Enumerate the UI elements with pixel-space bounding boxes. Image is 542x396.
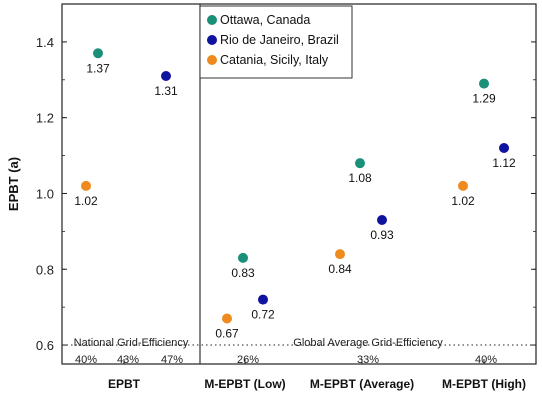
legend: Ottawa, Canada Rio de Janeiro, Brazil Cata…: [199, 5, 353, 79]
data-label: 1.08: [348, 171, 372, 185]
data-point: [355, 158, 365, 169]
y-axis-label: EPBT (a): [6, 157, 21, 211]
efficiency-value: 40%: [475, 354, 497, 366]
x-category-label: M-EPBT (Average): [310, 377, 414, 391]
data-label: 0.83: [231, 266, 255, 280]
labels-layer: 1.37 0.83 1.08 1.29 1.31 0.72 0.93 1.12 1.02 0.67…: [74, 61, 516, 340]
x-category-label: M-EPBT (Low): [204, 377, 285, 391]
region-label-global: Global Average Grid-Efficiency: [293, 337, 443, 349]
legend-entry: Ottawa, Canada: [220, 13, 310, 27]
data-label: 0.72: [251, 308, 275, 322]
data-point: [222, 313, 232, 324]
efficiency-value: 26%: [237, 354, 259, 366]
efficiency-value: 43%: [117, 354, 139, 366]
points-layer: [81, 48, 509, 324]
data-label: 1.37: [86, 61, 110, 75]
x-category-label: EPBT: [108, 377, 141, 391]
legend-marker: [207, 15, 217, 25]
data-point: [499, 143, 509, 153]
legend-entry: Rio de Janeiro, Brazil: [220, 33, 339, 47]
efficiency-value: 33%: [357, 354, 379, 366]
data-point: [479, 78, 489, 89]
y-tick-label: 0.6: [36, 338, 54, 353]
legend-marker: [207, 55, 217, 65]
y-tick-label: 1.4: [36, 35, 54, 50]
legend-entry: Catania, Sicily, Italy: [220, 53, 329, 67]
efficiency-value: 47%: [161, 354, 183, 366]
legend-box: [199, 5, 353, 79]
data-point: [335, 249, 345, 260]
y-tick-label: 1.0: [36, 186, 54, 201]
data-point: [238, 252, 248, 263]
legend-marker: [207, 35, 217, 45]
data-label: 1.02: [74, 194, 98, 208]
region-label-national: National Grid-Efficiency: [74, 337, 189, 349]
data-label: 0.93: [370, 228, 394, 242]
plot-frame: [61, 3, 537, 365]
x-category-label: M-EPBT (High): [442, 377, 526, 391]
data-point: [458, 180, 468, 191]
data-point: [258, 294, 268, 305]
data-point: [81, 180, 91, 191]
data-point: [377, 215, 387, 225]
data-label: 1.12: [492, 156, 516, 170]
efficiency-value: 40%: [75, 354, 97, 366]
y-tick-label: 1.2: [36, 111, 54, 126]
data-point: [161, 71, 171, 81]
data-label: 1.29: [472, 92, 496, 106]
data-label: 0.84: [328, 262, 352, 276]
data-label: 1.02: [451, 194, 475, 208]
y-tick-label: 0.8: [36, 262, 54, 277]
axes-layer: 0.6 0.8 1.0 1.2 1.4 EPBT (a) National Grid-Eff…: [6, 3, 537, 391]
data-label: 1.31: [154, 84, 178, 98]
data-point: [93, 48, 103, 59]
data-label: 0.67: [215, 327, 239, 341]
